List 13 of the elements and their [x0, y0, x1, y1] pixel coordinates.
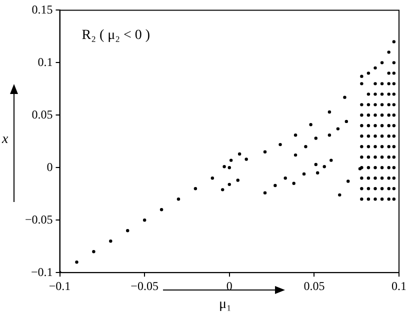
- x-tick-label: −0.05: [130, 278, 158, 293]
- y-tick-label: 0.05: [32, 107, 53, 122]
- y-axis-title: x: [2, 132, 8, 148]
- y-tick-label: −0.05: [24, 212, 53, 226]
- y-tick-label: 0: [46, 160, 53, 174]
- y-tick-label: 0.1: [38, 54, 53, 69]
- y-tick-label: −0.1: [30, 264, 53, 279]
- y-tick-label: 0.15: [32, 2, 53, 16]
- annotation: R₂ ( μ₂ < 0 ): [82, 28, 150, 43]
- x-tick-label: 0.1: [392, 278, 406, 293]
- x-axis-title: μ₁: [219, 297, 232, 313]
- x-tick-label: −0.1: [48, 278, 71, 293]
- x-tick-label: 0.05: [304, 278, 325, 293]
